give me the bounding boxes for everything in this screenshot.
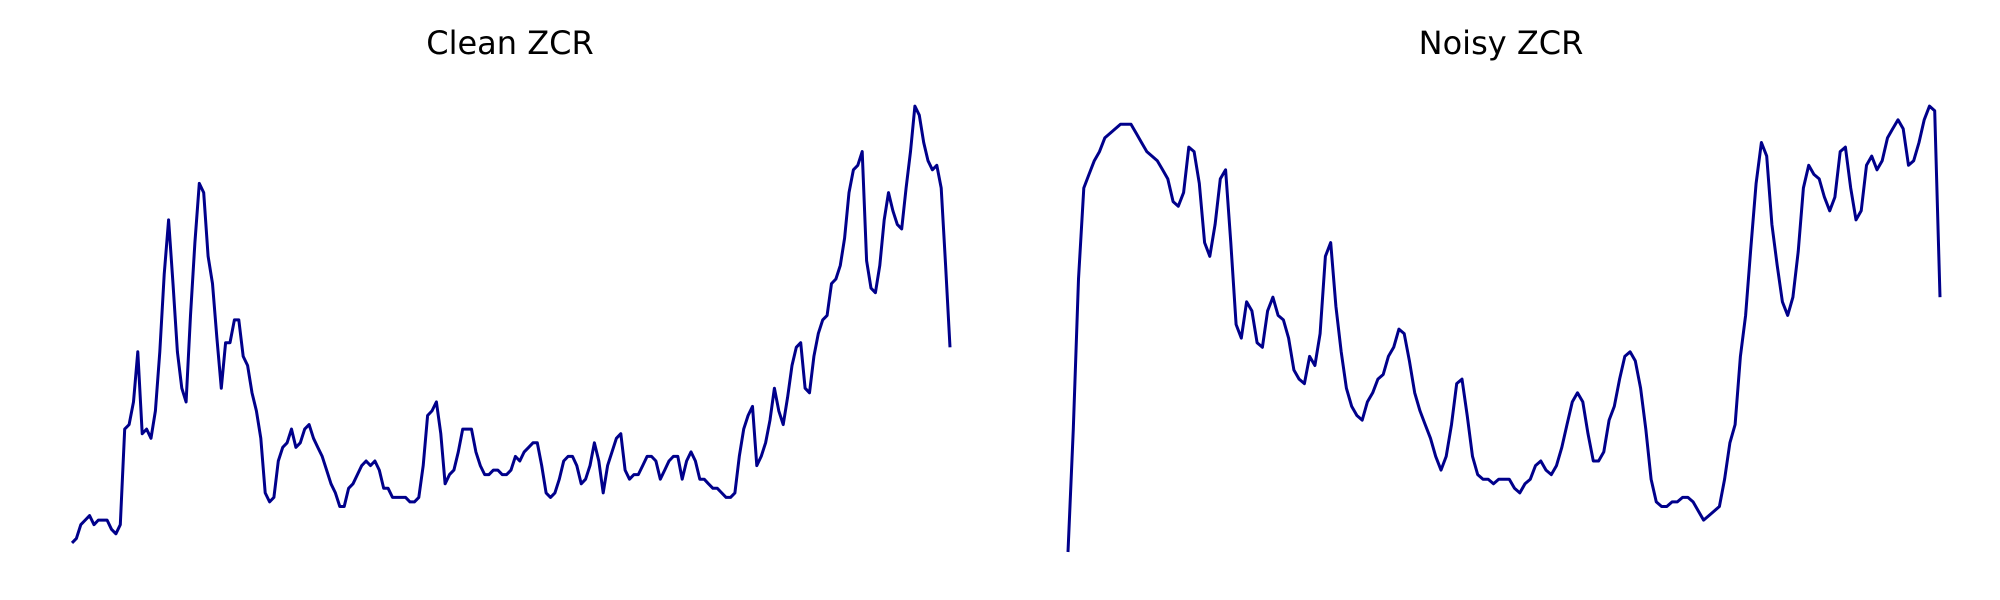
chart-title: Noisy ZCR xyxy=(1418,24,1584,62)
line-plot-clean-zcr xyxy=(70,104,952,544)
series-line xyxy=(1066,104,1942,553)
series-line xyxy=(70,104,952,544)
chart-title: Clean ZCR xyxy=(426,24,594,62)
chart-panel-noisy-zcr: Noisy ZCR xyxy=(1000,0,2000,600)
chart-panel-clean-zcr: Clean ZCR xyxy=(70,24,952,544)
line-plot-noisy-zcr xyxy=(1066,104,1942,553)
